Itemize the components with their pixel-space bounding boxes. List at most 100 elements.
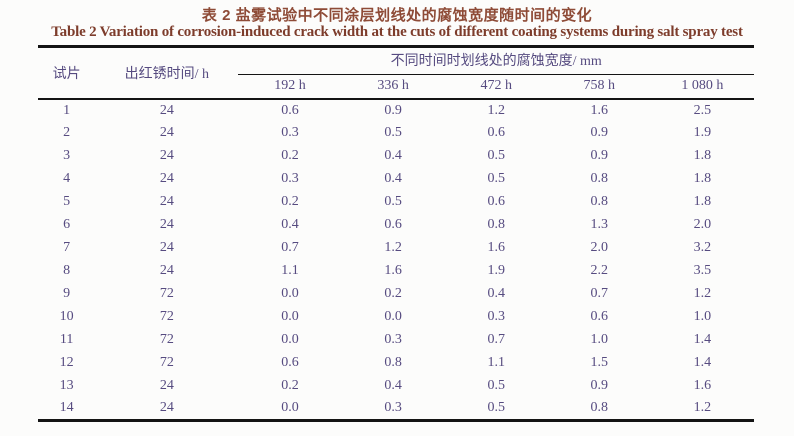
- table-cell: 0.9: [590, 125, 609, 140]
- table-cell: 2.0: [590, 240, 609, 255]
- table-cell: 8: [63, 263, 71, 278]
- table-cell: 24: [159, 194, 174, 209]
- table-cell: 1.2: [693, 400, 712, 416]
- table-cell: 7: [63, 240, 71, 255]
- table-cell: 1.1: [487, 355, 505, 370]
- table-row: 13 24 0.2 0.4 0.5 0.9 1.6: [38, 375, 754, 398]
- table-cell: 0.8: [384, 355, 402, 370]
- table-cell: 0.9: [590, 148, 609, 163]
- table-cell: 0.5: [487, 171, 505, 186]
- table-cell: 0.7: [281, 240, 299, 255]
- table-cell: 12: [59, 355, 74, 370]
- table-cell: 0.9: [590, 378, 609, 393]
- table-body: 1 24 0.6 0.9 1.2 1.6 2.5 2 24 0.3 0.5 0.6 0.9 1.9 3 24 0…: [38, 99, 754, 421]
- table-cell: 0.6: [281, 355, 299, 370]
- table-row: 6 24 0.4 0.6 0.8 1.3 2.0: [38, 214, 754, 237]
- table-cell: 2.5: [693, 102, 712, 118]
- time-column-header: 1 080 h: [650, 74, 754, 100]
- table-cell: 0.0: [281, 332, 299, 347]
- table-row: 9 72 0.0 0.2 0.4 0.7 1.2: [38, 283, 754, 306]
- table-cell: 3: [63, 148, 71, 163]
- table-cell: 0.6: [487, 194, 505, 209]
- table-cell: 1.2: [693, 286, 712, 301]
- table-cell: 24: [159, 217, 174, 232]
- table-cell: 1.2: [384, 240, 402, 255]
- table-cell: 14: [59, 400, 74, 416]
- table-cell: 0.5: [384, 125, 402, 140]
- table-cell: 0.7: [590, 286, 609, 301]
- col-group-header-corrosion-width: 不同时间时划线处的腐蚀宽度/ mm: [238, 46, 754, 75]
- table-cell: 24: [159, 148, 174, 163]
- table-cell: 0.8: [590, 400, 609, 416]
- table-cell: 0.4: [281, 217, 299, 232]
- table-cell: 72: [159, 332, 174, 347]
- table-cell: 1.9: [487, 263, 505, 278]
- table-cell: 24: [159, 240, 174, 255]
- table-cell: 1.2: [487, 102, 505, 118]
- table-cell: 0.3: [384, 332, 402, 347]
- table-cell: 0.8: [487, 217, 505, 232]
- table-cell: 0.6: [384, 217, 402, 232]
- time-column-header: 472 h: [444, 74, 548, 100]
- table-row: 1 24 0.6 0.9 1.2 1.6 2.5: [38, 99, 754, 122]
- table-cell: 5: [63, 194, 71, 209]
- table-title-english: Table 2 Variation of corrosion-induced c…: [51, 24, 743, 40]
- table-cell: 0.0: [281, 286, 299, 301]
- table-cell: 0.0: [281, 309, 299, 324]
- table-cell: 0.9: [384, 102, 402, 118]
- table-header: 试片 出红锈时间/ h 不同时间时划线处的腐蚀宽度/ mm 192 h 336 h…: [38, 46, 754, 100]
- table-cell: 0.3: [384, 400, 402, 416]
- table-cell: 0.8: [590, 171, 609, 186]
- table-row: 3 24 0.2 0.4 0.5 0.9 1.8: [38, 145, 754, 168]
- table-cell: 72: [159, 309, 174, 324]
- table-cell: 24: [159, 400, 174, 416]
- table-cell: 24: [159, 171, 174, 186]
- table-cell: 1.8: [693, 171, 712, 186]
- table-cell: 0.7: [487, 332, 505, 347]
- table-cell: 0.0: [384, 309, 402, 324]
- table-cell: 6: [63, 217, 71, 232]
- table-cell: 0.4: [384, 171, 402, 186]
- table-cell: 0.4: [384, 378, 402, 393]
- table-cell: 1.6: [487, 240, 505, 255]
- table-row: 10 72 0.0 0.0 0.3 0.6 1.0: [38, 306, 754, 329]
- table-cell: 0.5: [384, 194, 402, 209]
- table-cell: 0.6: [487, 125, 505, 140]
- table-cell: 24: [159, 125, 174, 140]
- table-cell: 0.2: [281, 148, 299, 163]
- table-cell: 1.8: [693, 148, 712, 163]
- table-row: 8 24 1.1 1.6 1.9 2.2 3.5: [38, 260, 754, 283]
- col-header-rust-time: 出红锈时间/ h: [95, 46, 239, 100]
- table-cell: 1.3: [590, 217, 609, 232]
- table-cell: 9: [63, 286, 71, 301]
- table-cell: 1.1: [281, 263, 299, 278]
- table-cell: 1.6: [590, 102, 609, 118]
- table-row: 14 24 0.0 0.3 0.5 0.8 1.2: [38, 398, 754, 421]
- table-cell: 0.3: [281, 125, 299, 140]
- table-cell: 4: [63, 171, 71, 186]
- table-cell: 10: [59, 309, 74, 324]
- table-row: 7 24 0.7 1.2 1.6 2.0 3.2: [38, 237, 754, 260]
- table-cell: 1.6: [693, 378, 712, 393]
- table-cell: 0.4: [384, 148, 402, 163]
- table-cell: 0.5: [487, 378, 505, 393]
- table-cell: 1.0: [693, 309, 712, 324]
- table-cell: 1.8: [693, 194, 712, 209]
- table-cell: 2.2: [590, 263, 609, 278]
- table-cell: 0.2: [281, 194, 299, 209]
- table-cell: 1.4: [693, 332, 712, 347]
- table-row: 12 72 0.6 0.8 1.1 1.5 1.4: [38, 352, 754, 375]
- table-cell: 0.3: [281, 171, 299, 186]
- table-row: 11 72 0.0 0.3 0.7 1.0 1.4: [38, 329, 754, 352]
- table-cell: 1: [63, 102, 71, 118]
- table-cell: 72: [159, 355, 174, 370]
- table-cell: 3.2: [693, 240, 712, 255]
- table-cell: 2: [63, 125, 71, 140]
- table-cell: 11: [59, 332, 74, 347]
- table-cell: 1.9: [693, 125, 712, 140]
- table-cell: 0.5: [487, 148, 505, 163]
- table-cell: 1.4: [693, 355, 712, 370]
- table-cell: 72: [159, 286, 174, 301]
- table-cell: 0.4: [487, 286, 505, 301]
